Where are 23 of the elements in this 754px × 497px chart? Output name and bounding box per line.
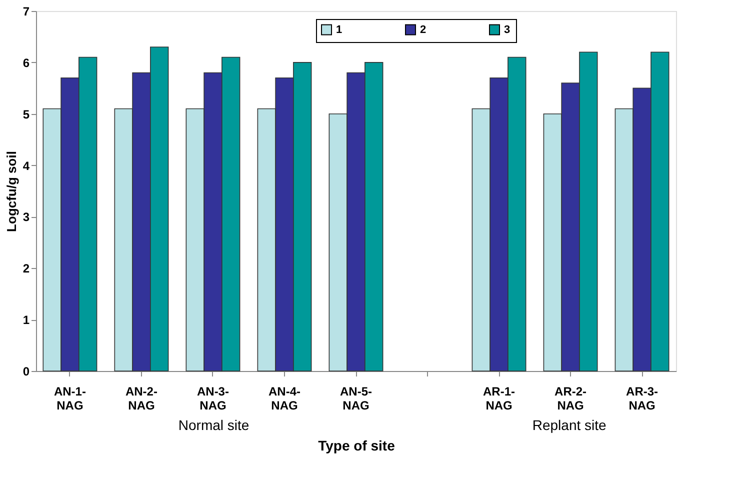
y-tick-label: 0 bbox=[22, 364, 30, 378]
y-tick-label: 6 bbox=[22, 56, 30, 70]
y-axis-title: Logcfu/g soil bbox=[4, 151, 19, 232]
x-tick-label: AN-3-NAG bbox=[196, 384, 229, 412]
text: Replant site bbox=[532, 417, 607, 433]
text: Normal site bbox=[178, 417, 250, 433]
legend-label: 2 bbox=[420, 24, 426, 36]
x-tick-label: AN-5-NAG bbox=[340, 384, 372, 412]
x-tick-label: AR-2-NAG bbox=[554, 384, 587, 412]
y-tick-label: 1 bbox=[22, 313, 30, 328]
x-tick-label: AN-4-NAG bbox=[268, 384, 300, 412]
legend-label: 3 bbox=[504, 24, 510, 36]
legend-label: 1 bbox=[336, 24, 342, 36]
y-tick-label: 4 bbox=[22, 158, 30, 173]
y-tick-label: 2 bbox=[22, 262, 30, 276]
x-axis-title: Type of site bbox=[318, 438, 396, 454]
x-tick-label: AR-3-NAG bbox=[626, 384, 658, 412]
y-tick-label: 3 bbox=[22, 210, 30, 224]
y-tick-label: 7 bbox=[22, 4, 30, 18]
y-tick-label: 5 bbox=[22, 107, 30, 122]
x-tick-label: AN-1-NAG bbox=[54, 384, 86, 412]
x-tick-label: AN-2-NAG bbox=[125, 384, 158, 412]
x-tick-label: AR-1-NAG bbox=[483, 384, 516, 412]
